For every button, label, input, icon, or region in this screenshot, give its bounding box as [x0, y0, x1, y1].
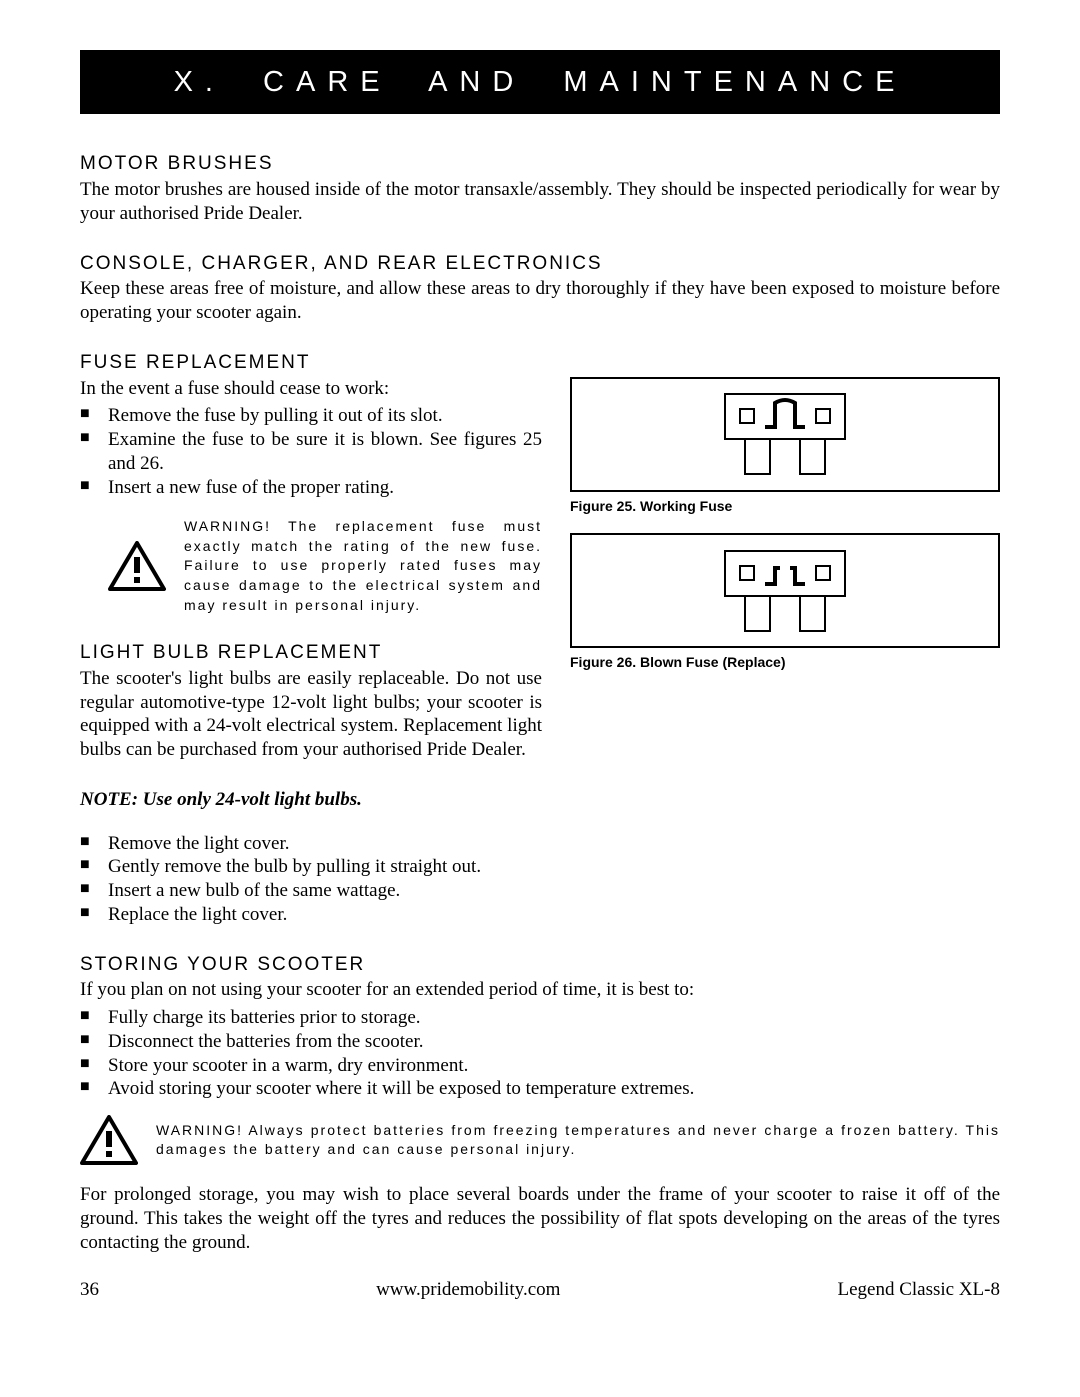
light-bulb-steps-list: Remove the light cover. Gently remove th… [80, 832, 1000, 927]
list-item: Gently remove the bulb by pulling it str… [80, 855, 1000, 879]
list-item: Replace the light cover. [80, 903, 1000, 927]
list-item: Fully charge its batteries prior to stor… [80, 1006, 1000, 1030]
warning-triangle-icon [108, 541, 166, 591]
working-fuse-icon [720, 389, 850, 479]
storing-intro: If you plan on not using your scooter fo… [80, 978, 1000, 1002]
light-bulb-note: NOTE: Use only 24-volt light bulbs. [80, 788, 1000, 812]
console-text: Keep these areas free of moisture, and a… [80, 277, 1000, 325]
heading-light-bulb: LIGHT BULB REPLACEMENT [80, 641, 542, 665]
light-bulb-text: The scooter's light bulbs are easily rep… [80, 667, 542, 762]
page-number: 36 [80, 1278, 99, 1302]
heading-fuse: FUSE REPLACEMENT [80, 351, 1000, 375]
fuse-steps-list: Remove the fuse by pulling it out of its… [80, 404, 542, 499]
figure-25-box [570, 377, 1000, 492]
fuse-warning-block: WARNING! The replacement fuse must exact… [108, 517, 542, 615]
motor-brushes-text: The motor brushes are housed inside of t… [80, 178, 1000, 226]
list-item: Examine the fuse to be sure it is blown.… [80, 428, 542, 476]
fuse-intro: In the event a fuse should cease to work… [80, 377, 542, 401]
list-item: Insert a new bulb of the same wattage. [80, 879, 1000, 903]
list-item: Store your scooter in a warm, dry enviro… [80, 1054, 1000, 1078]
list-item: Disconnect the batteries from the scoote… [80, 1030, 1000, 1054]
list-item: Remove the fuse by pulling it out of its… [80, 404, 542, 428]
figure-25-caption: Figure 25. Working Fuse [570, 498, 1000, 516]
storing-warning-text: WARNING! Always protect batteries from f… [156, 1121, 1000, 1160]
footer-url: www.pridemobility.com [376, 1278, 560, 1302]
heading-console: CONSOLE, CHARGER, AND REAR ELECTRONICS [80, 252, 1000, 276]
fuse-left-column: In the event a fuse should cease to work… [80, 377, 542, 766]
storing-closing-text: For prolonged storage, you may wish to p… [80, 1183, 1000, 1254]
storing-steps-list: Fully charge its batteries prior to stor… [80, 1006, 1000, 1101]
footer-model: Legend Classic XL-8 [837, 1278, 1000, 1302]
warning-triangle-icon [80, 1115, 138, 1165]
page-footer: 36 www.pridemobility.com Legend Classic … [80, 1278, 1000, 1302]
list-item: Insert a new fuse of the proper rating. [80, 476, 542, 500]
heading-motor-brushes: MOTOR BRUSHES [80, 152, 1000, 176]
list-item: Avoid storing your scooter where it will… [80, 1077, 1000, 1101]
fuse-two-column: In the event a fuse should cease to work… [80, 377, 1000, 766]
blown-fuse-icon [720, 546, 850, 636]
storing-warning-block: WARNING! Always protect batteries from f… [80, 1115, 1000, 1165]
figures-column: Figure 25. Working Fuse Figure 26. Blown… [570, 377, 1000, 766]
figure-26-box [570, 533, 1000, 648]
figure-26-caption: Figure 26. Blown Fuse (Replace) [570, 654, 1000, 672]
heading-storing: STORING YOUR SCOOTER [80, 953, 1000, 977]
fuse-warning-text: WARNING! The replacement fuse must exact… [184, 517, 542, 615]
chapter-banner: X. CARE AND MAINTENANCE [80, 50, 1000, 114]
list-item: Remove the light cover. [80, 832, 1000, 856]
